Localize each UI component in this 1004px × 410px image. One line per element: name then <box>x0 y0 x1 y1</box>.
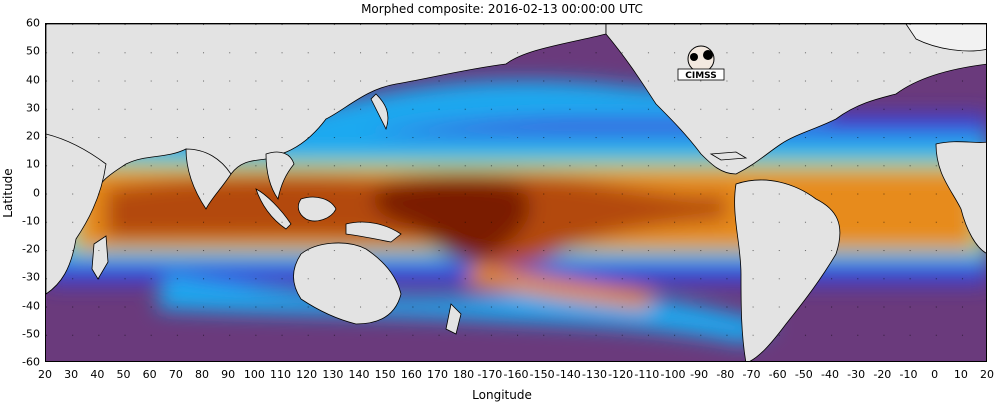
x-tick-label: -20 <box>873 368 892 381</box>
x-tick-label: 0 <box>931 368 939 381</box>
x-tick-label: 160 <box>400 368 422 381</box>
x-tick-label: 140 <box>348 368 370 381</box>
x-tick-label: 110 <box>270 368 291 381</box>
y-tick-label: 50 <box>26 44 40 58</box>
x-tick-label: 50 <box>116 368 131 381</box>
x-tick-label: 100 <box>243 368 265 381</box>
x-tick-label: -60 <box>768 368 787 381</box>
cimss-logo-text: CIMSS <box>685 71 716 81</box>
x-tick-label: -80 <box>716 368 735 381</box>
y-tick-label: 10 <box>26 157 40 171</box>
x-tick-label: 150 <box>374 368 396 381</box>
x-tick-label: 130 <box>322 368 344 381</box>
map-title: Morphed composite: 2016-02-13 00:00:00 U… <box>361 2 643 16</box>
x-tick-label: -130 <box>582 368 607 381</box>
y-tick-label: -60 <box>22 355 40 369</box>
x-tick-label: -150 <box>529 368 555 381</box>
x-tick-label: -10 <box>899 368 918 381</box>
y-tick-label: 60 <box>26 16 40 30</box>
x-tick-label: -170 <box>477 368 503 381</box>
y-tick-label: -10 <box>22 214 40 228</box>
x-tick-label: -50 <box>794 368 813 381</box>
y-tick-label: -50 <box>22 327 40 341</box>
y-tick-label: -20 <box>22 242 40 256</box>
x-tick-label: 180 <box>453 368 475 381</box>
x-tick-label: 70 <box>168 368 183 381</box>
cimss-logo: CIMSS <box>677 45 725 81</box>
x-tick-label: -100 <box>660 368 686 381</box>
graticule <box>46 24 986 361</box>
y-tick-label: -30 <box>22 270 40 284</box>
x-tick-label: -160 <box>503 368 529 381</box>
x-tick-label: 30 <box>64 368 79 381</box>
x-tick-label: 20 <box>38 368 52 381</box>
x-tick-label: 10 <box>953 368 968 381</box>
x-tick-label: 80 <box>195 368 209 381</box>
precipitable-water-map <box>45 23 987 362</box>
x-tick-label: 90 <box>221 368 236 381</box>
x-tick-label: 120 <box>296 368 318 381</box>
x-tick-label: -120 <box>608 368 634 381</box>
map-canvas <box>46 24 986 361</box>
y-tick-label: 40 <box>26 73 40 86</box>
x-tick-label: -40 <box>821 368 839 381</box>
x-tick-label: 170 <box>427 368 448 381</box>
x-tick-label: -70 <box>742 368 761 381</box>
y-tick-label: 20 <box>26 129 40 143</box>
y-tick-label: 0 <box>33 186 40 199</box>
x-tick-label: 20 <box>980 368 994 381</box>
x-axis-label: Longitude <box>472 388 532 402</box>
x-tick-label: -30 <box>847 368 866 381</box>
y-tick-label: -40 <box>22 299 40 312</box>
x-tick-label: -110 <box>634 368 660 381</box>
x-tick-label: 40 <box>90 368 105 381</box>
x-tick-label: -90 <box>690 368 709 381</box>
x-tick-label: 60 <box>142 368 157 381</box>
x-tick-label: -140 <box>555 368 581 381</box>
y-tick-label: 30 <box>26 101 40 115</box>
